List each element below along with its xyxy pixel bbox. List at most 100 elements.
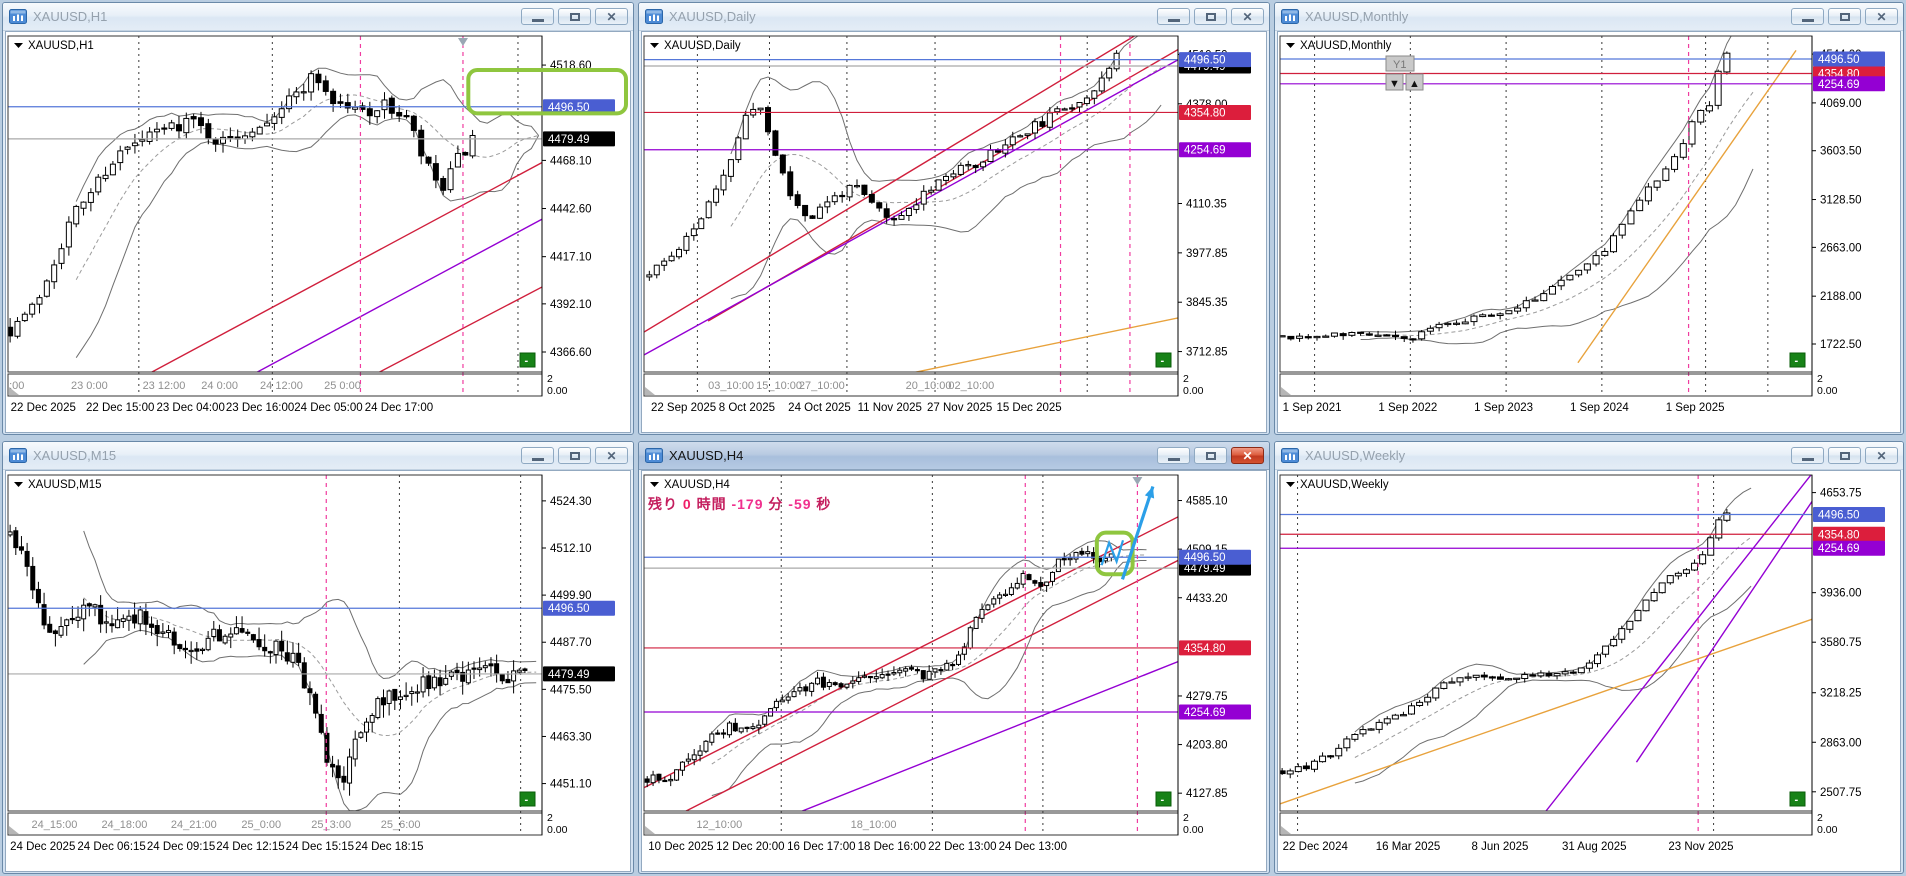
horizontal-level-lines	[8, 106, 542, 140]
candlesticks	[1280, 509, 1731, 779]
grid-lines	[1314, 36, 1769, 396]
price-chart-svg: 4653.75 3936.00 3580.75 3218.25 2863.00 2507.…	[1279, 474, 1885, 853]
minimize-button[interactable]	[521, 8, 554, 25]
window-titlebar[interactable]: XAUUSD,Monthly ✕	[1275, 3, 1903, 31]
price-scale: 4544.004069.003603.503128.502663.002188.…	[1812, 49, 1885, 351]
price-level-label: 4479.49	[543, 666, 615, 682]
window-titlebar[interactable]: XAUUSD,H4 ✕	[639, 442, 1269, 470]
svg-text:4496.50: 4496.50	[1184, 552, 1226, 564]
maximize-button[interactable]	[1828, 447, 1861, 464]
price-level-label: 4354.80	[1179, 104, 1251, 120]
minimized-indicator-button[interactable]: -	[1155, 791, 1172, 807]
close-icon: ✕	[606, 448, 617, 463]
price-scale: 4524.30 4512.10 4499.90 4487.70 4475.50 4463.…	[542, 496, 615, 791]
scale-button-y1[interactable]	[1385, 55, 1415, 72]
minimize-button[interactable]	[1791, 447, 1824, 464]
time-axis-label: 24 Dec 13:00	[999, 841, 1067, 853]
indicator-subwindow-strip: 12_10:00 18_10:00 20.00	[643, 812, 1204, 836]
time-axis: 10 Dec 2025 12 Dec 20:00 16 Dec 17:00 18 De…	[648, 841, 1067, 853]
time-axis-label: 16 Mar 2025	[1376, 841, 1441, 853]
minimized-indicator-button[interactable]: -	[519, 352, 536, 368]
close-button[interactable]: ✕	[1231, 8, 1264, 25]
minimized-indicator-button[interactable]: -	[1789, 352, 1806, 368]
subwindow-time-label: 24_21:00	[171, 819, 217, 831]
time-axis-label: 24 Dec 2025	[10, 841, 75, 853]
scale-down-button[interactable]	[1385, 73, 1404, 91]
minimized-indicator-button[interactable]: -	[519, 791, 536, 807]
svg-text:4479.49: 4479.49	[1184, 563, 1226, 575]
chart-client-area[interactable]: 4585.104509.154433.204279.754203.804127.…	[641, 470, 1267, 872]
price-level-label: 4496.50	[543, 600, 615, 616]
price-level-label: 4496.50	[1179, 549, 1251, 565]
minimized-indicator-button[interactable]: -	[1155, 352, 1172, 368]
chart-window-icon	[645, 9, 663, 24]
time-axis-label: 1 Sep 2024	[1570, 402, 1629, 414]
close-button[interactable]: ✕	[1865, 8, 1898, 25]
subwindow-time-label: 23 12:00	[143, 380, 186, 392]
horizontal-level-lines	[644, 556, 1178, 713]
subwindow-scale-min: 0.00	[547, 824, 568, 836]
price-tick-label: 2188.00	[1820, 291, 1862, 303]
minimize-button[interactable]	[1157, 447, 1190, 464]
window-titlebar[interactable]: XAUUSD,Daily ✕	[639, 3, 1269, 31]
price-tick-label: 4653.75	[1820, 488, 1862, 500]
maximize-button[interactable]	[558, 8, 591, 25]
maximize-icon	[1205, 12, 1216, 21]
price-chart-svg: 4510.504378.004110.353977.853845.353712.…	[643, 35, 1251, 414]
price-tick-label: 4463.30	[550, 731, 592, 743]
close-button[interactable]: ✕	[595, 8, 628, 25]
price-level-label: 4254.69	[1813, 76, 1885, 92]
svg-text:XAUUSD,Weekly: XAUUSD,Weekly	[1300, 479, 1389, 491]
minimize-button[interactable]	[1157, 8, 1190, 25]
close-icon: ✕	[1876, 9, 1887, 24]
price-level-label: 4479.49	[543, 131, 615, 147]
chart-window-xauusd-m15: XAUUSD,M15 ✕ 4524.30 4512.10 4499.90 4487.7…	[2, 441, 634, 874]
svg-text:4496.50: 4496.50	[1184, 55, 1226, 67]
price-level-label: 4354.80	[1813, 526, 1885, 542]
plot-border	[1279, 474, 1813, 812]
svg-text:4354.80: 4354.80	[1184, 107, 1226, 119]
chart-client-area[interactable]: 4510.504378.004110.353977.853845.353712.…	[641, 31, 1267, 433]
chart-client-area[interactable]: 4524.30 4512.10 4499.90 4487.70 4475.50 4463.…	[5, 470, 631, 872]
subwindow-scale-max: 2	[547, 812, 553, 824]
subwindow-time-label: 20_10:00	[906, 380, 952, 392]
window-titlebar[interactable]: XAUUSD,M15 ✕	[3, 442, 633, 470]
subwindow-scale-min: 0.00	[547, 385, 568, 397]
chart-client-area[interactable]: 4544.004069.003603.503128.502663.002188.…	[1277, 31, 1901, 433]
price-tick-label: 4366.60	[550, 347, 592, 359]
candlesticks	[646, 50, 1120, 281]
time-axis-label: 1 Sep 2023	[1474, 402, 1533, 414]
scale-up-button[interactable]	[1405, 73, 1424, 91]
chart-client-area[interactable]: 4518.60 4468.10 4442.60 4417.10 4392.10 4366.…	[5, 31, 631, 433]
bollinger-bands	[1360, 36, 1754, 345]
zigzag-annotation	[1100, 539, 1125, 566]
maximize-button[interactable]	[1194, 447, 1227, 464]
window-titlebar[interactable]: XAUUSD,Weekly ✕	[1275, 442, 1903, 470]
svg-text:4354.80: 4354.80	[1184, 643, 1226, 655]
window-controls: ✕	[1787, 447, 1898, 464]
minimized-indicator-button[interactable]: -	[1789, 791, 1806, 807]
minimize-button[interactable]	[1791, 8, 1824, 25]
close-button[interactable]: ✕	[595, 447, 628, 464]
close-button[interactable]: ✕	[1865, 447, 1898, 464]
close-button[interactable]: ✕	[1231, 447, 1264, 464]
minimize-button[interactable]	[521, 447, 554, 464]
svg-text:XAUUSD,H4: XAUUSD,H4	[664, 479, 730, 491]
maximize-button[interactable]	[558, 447, 591, 464]
price-level-label: 4354.80	[1179, 640, 1251, 656]
chart-window-icon	[645, 448, 663, 463]
price-scale: 4653.75 3936.00 3580.75 3218.25 2863.00 2507.…	[1812, 488, 1885, 799]
chart-client-area[interactable]: 4653.75 3936.00 3580.75 3218.25 2863.00 2507.…	[1277, 470, 1901, 872]
svg-text:4254.69: 4254.69	[1818, 543, 1860, 555]
window-titlebar[interactable]: XAUUSD,H1 ✕	[3, 3, 633, 31]
bollinger-bands	[730, 36, 1162, 300]
svg-text:XAUUSD,M15: XAUUSD,M15	[28, 479, 102, 491]
maximize-button[interactable]	[1194, 8, 1227, 25]
time-axis-label: 18 Dec 16:00	[858, 841, 926, 853]
candlesticks	[1280, 51, 1731, 343]
subwindow-time-label: 15_10:00	[756, 380, 802, 392]
price-tick-label: 3128.50	[1820, 195, 1862, 207]
time-axis-label: 24 Oct 2025	[788, 402, 851, 414]
maximize-button[interactable]	[1828, 8, 1861, 25]
chart-scale-buttons: Y1 ▼ ▲	[1385, 55, 1424, 91]
